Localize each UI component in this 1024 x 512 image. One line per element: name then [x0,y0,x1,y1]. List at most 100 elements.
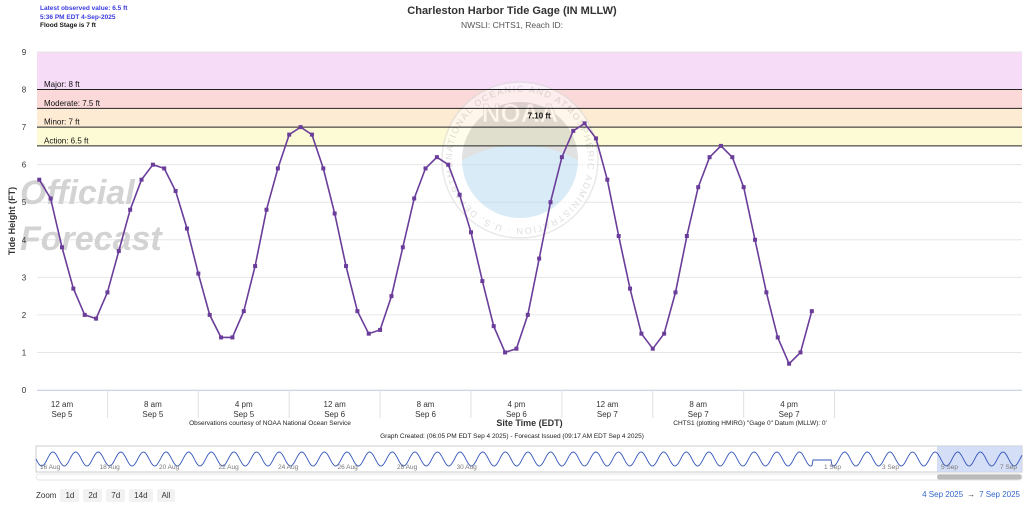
navigator-label: 24 Aug [278,464,299,471]
data-point [559,155,564,160]
status-info: Latest observed value: 6.5 ft 5:36 PM ED… [40,5,127,31]
data-point [696,185,701,190]
zoom-7d-button[interactable]: 7d [106,489,126,502]
data-point [366,331,371,336]
x-tick-time: 8 am [417,400,435,409]
data-point [582,121,587,126]
data-point [37,177,42,182]
x-tick-date: Sep 5 [233,410,254,419]
data-point [571,128,576,133]
data-point [230,335,235,340]
threshold-label: Major: 8 ft [44,80,80,89]
y-tick-label: 6 [22,161,27,170]
zoom-14d-button[interactable]: 14d [129,489,153,502]
x-tick-date: Sep 6 [506,410,527,419]
data-point [628,286,633,291]
data-point [412,196,417,201]
y-axis-title: Tide Height (FT) [7,187,17,255]
data-point [116,249,121,254]
data-point [94,316,99,321]
data-point [139,177,144,182]
data-point [298,125,303,130]
range-arrow: → [967,490,976,499]
navigator-scrollbar [937,474,1022,480]
y-tick-label: 0 [22,386,27,395]
x-tick-time: 8 am [689,400,707,409]
data-point [775,335,780,340]
data-point [514,346,519,351]
date-range: 4 Sep 2025 → 7 Sep 2025 [922,490,1020,499]
data-point [446,162,451,167]
range-to-date[interactable]: 7 Sep 2025 [979,490,1020,499]
data-point [162,166,167,171]
peak-label: 7.10 ft [528,111,551,120]
data-point [219,335,224,340]
data-point [480,279,485,284]
data-point [753,237,758,242]
data-point [173,188,178,193]
seal-center-text: NOAA [482,98,559,128]
x-axis-title: Site Time (EDT) [496,418,562,428]
x-tick-date: Sep 6 [324,410,345,419]
data-point [593,136,598,141]
data-point [537,256,542,261]
navigator-label: 28 Aug [397,464,418,471]
data-point [71,286,76,291]
data-point [673,290,678,295]
data-point [616,234,621,239]
data-point [196,271,201,276]
credit-datum: CHTS1 (plotting HMIRG) "Gage 0" Datum (M… [673,420,827,427]
data-point [389,294,394,299]
data-point [787,361,792,366]
navigator-label: 18 Aug [100,464,121,471]
y-tick-label: 9 [22,48,27,57]
x-tick-time: 4 pm [508,400,526,409]
navigator-label: 1 Sep [824,464,841,471]
data-point [264,207,269,212]
threshold-lines: Major: 8 ft Moderate: 7.5 ft Minor: 7 ft Ac… [37,80,1022,147]
x-tick-date: Sep 7 [688,410,709,419]
navigator-label: 20 Aug [159,464,180,471]
data-point [253,264,258,269]
data-point [82,312,87,317]
data-point [730,155,735,160]
navigator-series [35,451,1023,467]
navigator-label: 3 Sep [882,464,899,471]
y-tick-label: 8 [22,86,27,95]
data-point [764,290,769,295]
zoom-2d-button[interactable]: 2d [83,489,103,502]
data-point [809,309,814,314]
data-point [59,245,64,250]
data-point [321,166,326,171]
range-from-date[interactable]: 4 Sep 2025 [922,490,964,499]
data-point [491,324,496,329]
zoom-all-button[interactable]: All [156,489,176,502]
data-point [48,196,53,201]
data-point [128,207,133,212]
navigator-selection [937,446,1022,472]
data-point [503,350,508,355]
navigator-frame [35,445,1023,473]
x-tick-date: Sep 6 [415,410,436,419]
data-point [309,132,314,137]
navigator-label: 7 Sep [1000,464,1017,471]
data-point [423,166,428,171]
data-point [434,155,439,160]
data-point [718,143,723,148]
x-tick-time: 12 am [324,400,347,409]
chart-subtitle: NWSLI: CHTS1, Reach ID: [460,20,564,30]
zoom-1d-button[interactable]: 1d [60,489,80,502]
latest-observed-text: Latest observed value: 6.5 ft [40,5,128,12]
data-point [457,192,462,197]
data-point [150,162,155,167]
data-point [468,230,473,235]
x-tick-date: Sep 5 [142,410,163,419]
y-tick-label: 2 [22,311,27,320]
data-point [684,234,689,239]
y-axis: 0 1 2 3 4 5 6 7 8 9 Tide Height (FT) [7,48,27,395]
data-point [650,346,655,351]
navigator-label: 26 Aug [338,464,359,471]
y-tick-label: 3 [22,273,27,282]
y-tick-label: 4 [22,236,27,245]
